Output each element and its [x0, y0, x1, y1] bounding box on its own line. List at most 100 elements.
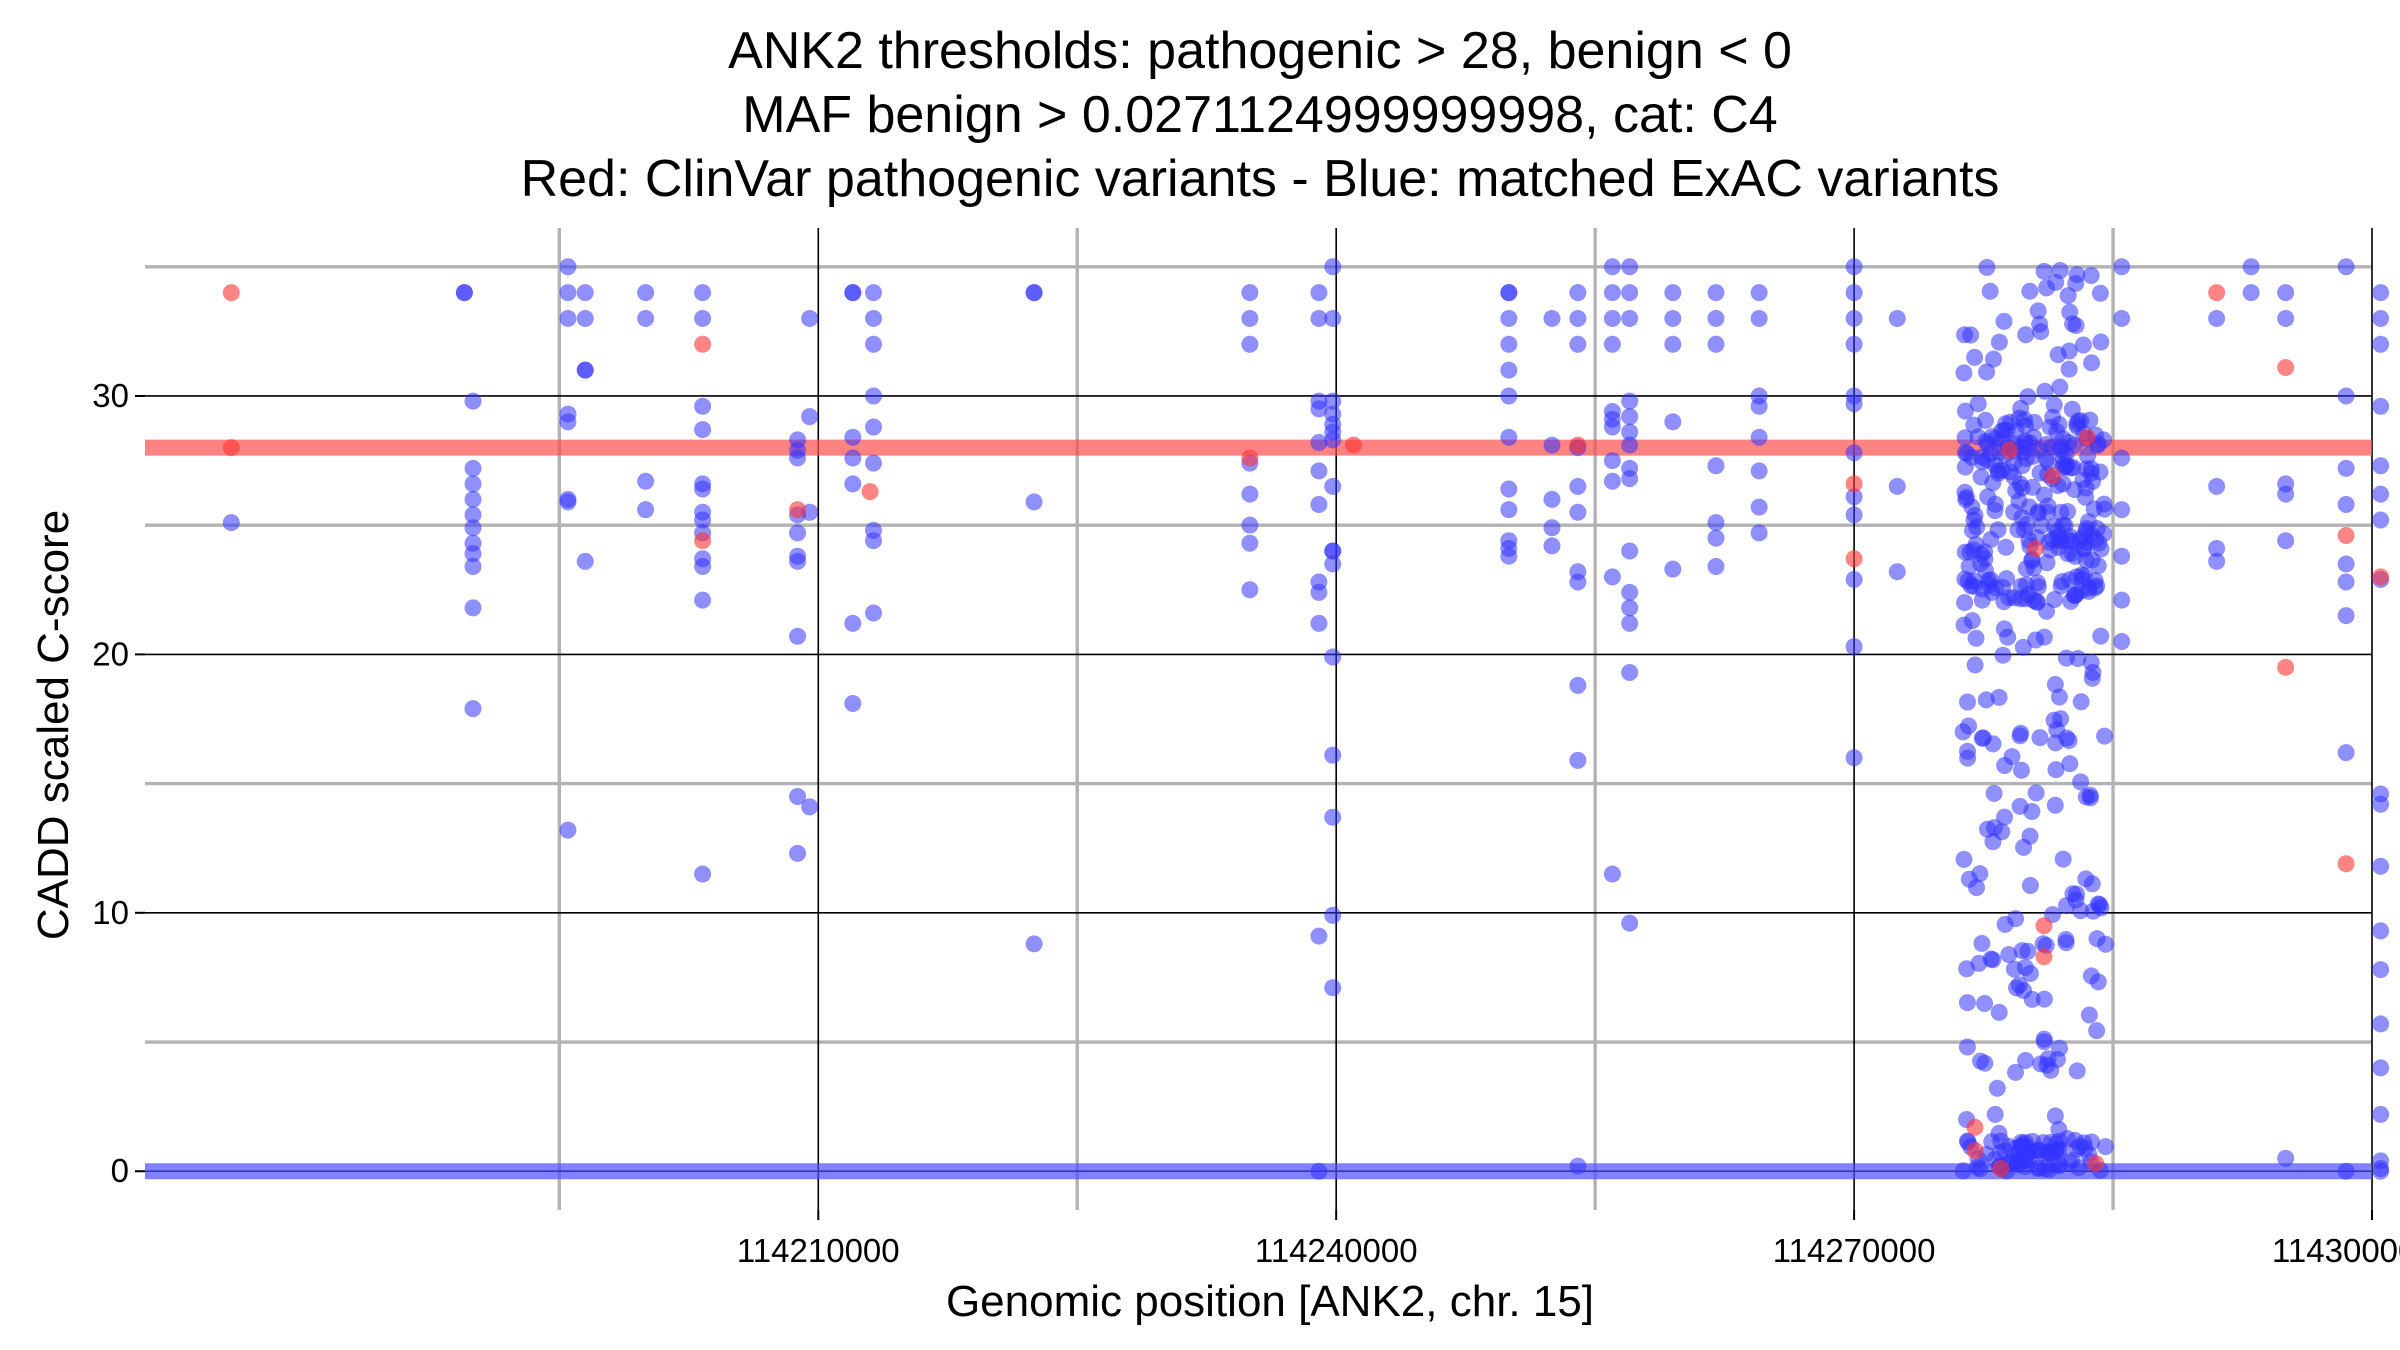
exac-variant-point [2372, 795, 2390, 813]
exac-variant-point [1996, 915, 2014, 933]
exac-variant-point [2091, 284, 2109, 302]
exac-variant-point [1984, 735, 2002, 753]
exac-variant-point [2077, 522, 2095, 540]
exac-variant-point [2016, 521, 2034, 539]
exac-variant-point [2050, 415, 2068, 433]
x-axis-ticks: 114210000 114240000 114270000 114300000 [737, 1210, 2400, 1269]
exac-variant-point [559, 493, 577, 511]
title-line-2: MAF benign > 0.0271124999999998, cat: C4 [742, 86, 1777, 144]
exac-variant-point [576, 284, 594, 302]
exac-variant-point [1995, 620, 2013, 638]
exac-variant-point [789, 552, 807, 570]
exac-variant-point [1241, 485, 1259, 503]
exac-variant-point [2027, 631, 2045, 649]
exac-variant-point [1962, 326, 1980, 344]
clinvar-variant-point [1845, 550, 1863, 568]
exac-variant-point [865, 532, 883, 550]
exac-variant-point [1500, 284, 1518, 302]
exac-variant-point [1324, 906, 1342, 924]
exac-variant-point [1324, 431, 1342, 449]
exac-variant-point [2080, 1006, 2098, 1024]
exac-variant-point [1994, 646, 2012, 664]
exac-variant-point [1664, 309, 1682, 327]
exac-variant-point [1963, 612, 1981, 630]
exac-variant-point [1979, 451, 1997, 469]
exac-variant-point [1241, 309, 1259, 327]
exac-variant-point [1324, 258, 1342, 276]
exac-variant-point [2086, 579, 2104, 597]
exac-variant-point [1621, 284, 1639, 302]
exac-variant-point [2113, 449, 2131, 467]
exac-variant-point [2337, 555, 2355, 573]
exac-variant-point [2014, 638, 2032, 656]
exac-variant-point [1956, 458, 1974, 476]
exac-variant-point [576, 552, 594, 570]
exac-variant-point [865, 604, 883, 622]
clinvar-variant-point [861, 483, 879, 501]
exac-variant-point [2024, 447, 2042, 465]
exac-variant-point [1985, 350, 2003, 368]
exac-variant-point [1310, 462, 1328, 480]
exac-variant-point [2090, 534, 2108, 552]
clinvar-variant-point [1966, 1142, 1984, 1160]
exac-variant-point [2337, 258, 2355, 276]
exac-variant-point [2208, 477, 2226, 495]
exac-variant-point [559, 309, 577, 327]
exac-variant-point [464, 599, 482, 617]
exac-variant-point [2032, 517, 2050, 535]
exac-variant-point [1959, 749, 1977, 767]
exac-variant-point [1985, 784, 2003, 802]
exac-variant-point [464, 700, 482, 718]
exac-variant-point [2337, 1162, 2355, 1180]
exac-variant-point [559, 413, 577, 431]
exac-variant-point [1621, 914, 1639, 932]
exac-variant-point [222, 514, 240, 532]
clinvar-variant-point [694, 335, 712, 353]
exac-variant-point [865, 335, 883, 353]
exac-variant-point [2067, 316, 2085, 334]
exac-variant-point [559, 821, 577, 839]
exac-variant-point [2277, 532, 2295, 550]
clinvar-variant-point [2035, 948, 2053, 966]
exac-variant-point [2067, 274, 2085, 292]
exac-variant-point [1543, 537, 1561, 555]
exac-variant-point [1992, 1132, 2010, 1150]
exac-variant-point [1845, 258, 1863, 276]
exac-variant-point [1965, 416, 1983, 434]
exac-variant-point [1324, 477, 1342, 495]
exac-variant-point [1025, 493, 1043, 511]
x-tick-label: 114300000 [2272, 1232, 2400, 1269]
exac-variant-point [2372, 485, 2390, 503]
exac-variant-point [2072, 582, 2090, 600]
exac-variant-point [2059, 287, 2077, 305]
exac-variant-point [844, 614, 862, 632]
exac-variant-point [1997, 415, 2015, 433]
exac-variant-point [2005, 960, 2023, 978]
exac-variant-point [1966, 656, 1984, 674]
exac-variant-point [2277, 1149, 2295, 1167]
exac-variant-point [2063, 1151, 2081, 1169]
exac-variant-point [2008, 979, 2026, 997]
exac-variant-point [1603, 284, 1621, 302]
exac-variant-point [789, 449, 807, 467]
exac-variant-point [2036, 382, 2054, 400]
x-tick-label: 114240000 [1255, 1232, 1418, 1269]
clinvar-variant-point [2026, 539, 2044, 557]
exac-variant-point [2064, 459, 2082, 477]
y-axis-ticks: 0 10 20 30 [92, 377, 145, 1189]
y-tick-label: 20 [92, 635, 129, 672]
exac-variant-point [1500, 480, 1518, 498]
exac-variant-point [1977, 432, 1995, 450]
exac-variant-point [1997, 538, 2015, 556]
exac-variant-point [1310, 496, 1328, 514]
exac-variant-point [1845, 570, 1863, 588]
exac-variant-point [844, 449, 862, 467]
exac-variant-point [576, 361, 594, 379]
exac-variant-point [2060, 342, 2078, 360]
exac-variant-point [1500, 361, 1518, 379]
exac-variant-point [2337, 573, 2355, 591]
exac-variant-point [2083, 354, 2101, 372]
exac-variant-point [1324, 648, 1342, 666]
exac-variant-point [1310, 614, 1328, 632]
exac-variant-point [1621, 392, 1639, 410]
